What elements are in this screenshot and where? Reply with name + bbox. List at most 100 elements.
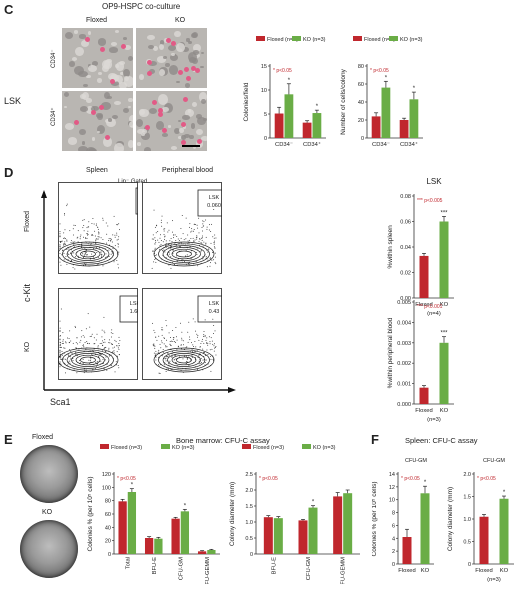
bar (308, 507, 318, 554)
y-tick-label: 0 (108, 552, 111, 558)
group-label: CFU-GM (405, 458, 427, 464)
x-tick-label: BFU-E (152, 557, 158, 575)
legend-label: Floxed (n=3) (267, 37, 298, 43)
chart-c2: 0 20 40 60 80 Number of cells/colony * CD34⁻ * CD… (340, 36, 423, 148)
ckit-axis-label: c-Kit (22, 284, 32, 302)
y-axis-label: Colony diameter (mm) (447, 487, 454, 551)
significance-note: * p<0.05 (401, 476, 420, 482)
axis-arrows (41, 190, 236, 393)
y-tick-label: 20 (358, 118, 364, 124)
y-tick-label: 0.04 (400, 245, 411, 251)
x-tick-label: CD34⁺ (400, 141, 418, 148)
y-tick-label: 80 (105, 499, 111, 505)
y-tick-label: 8 (392, 511, 395, 517)
bar (499, 498, 509, 564)
y-tick-label: 6 (392, 523, 395, 529)
panel-f-label: F (371, 432, 379, 447)
significance-star: * (385, 75, 388, 81)
x-tick-label: KO (500, 568, 509, 574)
bar (171, 518, 180, 554)
y-tick-label: 0 (361, 136, 364, 142)
dish-ko-label: KO (42, 509, 53, 516)
y-tick-label: 10 (261, 88, 267, 94)
y-tick-label: 0.005 (397, 300, 411, 306)
y-tick-label: 20 (105, 539, 111, 545)
x-tick-label: CFU-GM (306, 557, 312, 580)
x-tick-label: Floxed (415, 302, 432, 308)
bar (118, 501, 127, 554)
y-axis-label: Colonies % (per 10⁵ cells) (372, 482, 378, 557)
scale-bar (182, 145, 200, 147)
y-tick-label: 0.5 (463, 540, 471, 546)
bar (371, 116, 381, 138)
x-tick-label: Floxed (398, 568, 415, 574)
y-tick-label: 1.5 (463, 495, 471, 501)
row-ko-label: KO (24, 341, 31, 352)
bar (343, 493, 353, 554)
sample-size-label: (n=4) (427, 311, 441, 317)
y-axis-label: %within spleen (387, 225, 394, 269)
x-tick-label: KO (440, 302, 449, 308)
x-tick-label: KO (440, 408, 449, 414)
significance-star: * (288, 78, 291, 84)
colony-dish-floxed (20, 445, 78, 503)
bar (154, 538, 163, 554)
significance-star: * (316, 104, 319, 110)
x-tick-label: CD34⁻ (275, 142, 293, 148)
y-tick-label: 0 (392, 562, 395, 568)
legend-swatch (242, 444, 251, 449)
y-tick-label: 2 (392, 549, 395, 555)
legend-swatch (161, 444, 170, 449)
lin-gated-label: Lin⁻ Gated (118, 179, 148, 185)
y-axis-label: Number of cells/colony (340, 68, 347, 134)
flow-plot-3: LSK 1.60 (58, 288, 138, 380)
chart-d2: 0.000 0.001 0.002 0.003 0.004 0.005 %within pe… (387, 300, 454, 423)
y-tick-label: 0.08 (400, 194, 411, 200)
legend-label: KO (n=3) (313, 445, 336, 451)
lsk-side-label: LSK (4, 96, 22, 106)
legend-swatch (256, 36, 265, 41)
y-axis-label: %within peripheral blood (387, 317, 394, 388)
y-tick-label: 40 (358, 100, 364, 106)
chart-f2: 0 0.5 1.0 1.5 2.0 Colony diameter (mm) Floxed *… (447, 458, 514, 583)
significance-star: * (184, 503, 187, 509)
micrograph-ko-cd34neg (136, 28, 207, 88)
flow-plot-2: LSK 0.060 (142, 182, 222, 274)
significance-note: *** p<0.001 (417, 304, 443, 310)
sample-size-label: (n=3) (427, 417, 441, 423)
x-tick-label: CFU-GM (178, 557, 184, 580)
x-tick-label: Floxed (415, 408, 432, 414)
y-tick-label: 0.001 (397, 382, 411, 388)
significance-star: *** (440, 210, 448, 216)
significance-star: *** (440, 331, 448, 337)
bar (419, 255, 429, 298)
bar (302, 122, 312, 138)
row-cd34pos-label: CD34⁺ (51, 107, 57, 126)
significance-star: * (424, 480, 427, 486)
bar (439, 342, 449, 404)
micrograph-floxed-cd34pos (62, 91, 133, 151)
bar (312, 113, 322, 138)
y-tick-label: 0.00 (400, 296, 411, 302)
legend-swatch (353, 36, 362, 41)
y-tick-label: 60 (358, 82, 364, 88)
bar (284, 94, 294, 138)
y-tick-label: 0.002 (397, 361, 411, 367)
significance-note: * p<0.05 (477, 476, 496, 482)
bar (409, 99, 419, 138)
y-tick-label: 14 (389, 472, 395, 478)
chart-e2: 0 0.5 1.0 1.5 2.0 2.5 Colony diameter (mm) BFU-… (229, 444, 360, 584)
y-tick-label: 40 (105, 525, 111, 531)
gate-label: LSK (209, 301, 220, 307)
col-spleen-label: Spleen (86, 167, 108, 174)
gate-label: LSK (209, 195, 220, 201)
y-tick-label: 0 (264, 136, 267, 142)
y-tick-label: 2.0 (463, 472, 471, 478)
bar (263, 517, 273, 554)
legend-label: Floxed (n=3) (111, 445, 142, 451)
significance-note: * p<0.05 (259, 476, 278, 482)
chart-c1: 0 5 10 15 Colonies/field * CD34⁻ * CD34⁺ * p<0.05… (243, 36, 326, 148)
significance-star: * (413, 86, 416, 92)
gate-percentage: 0.43 (209, 309, 220, 315)
legend-label: KO (n=3) (400, 37, 423, 43)
